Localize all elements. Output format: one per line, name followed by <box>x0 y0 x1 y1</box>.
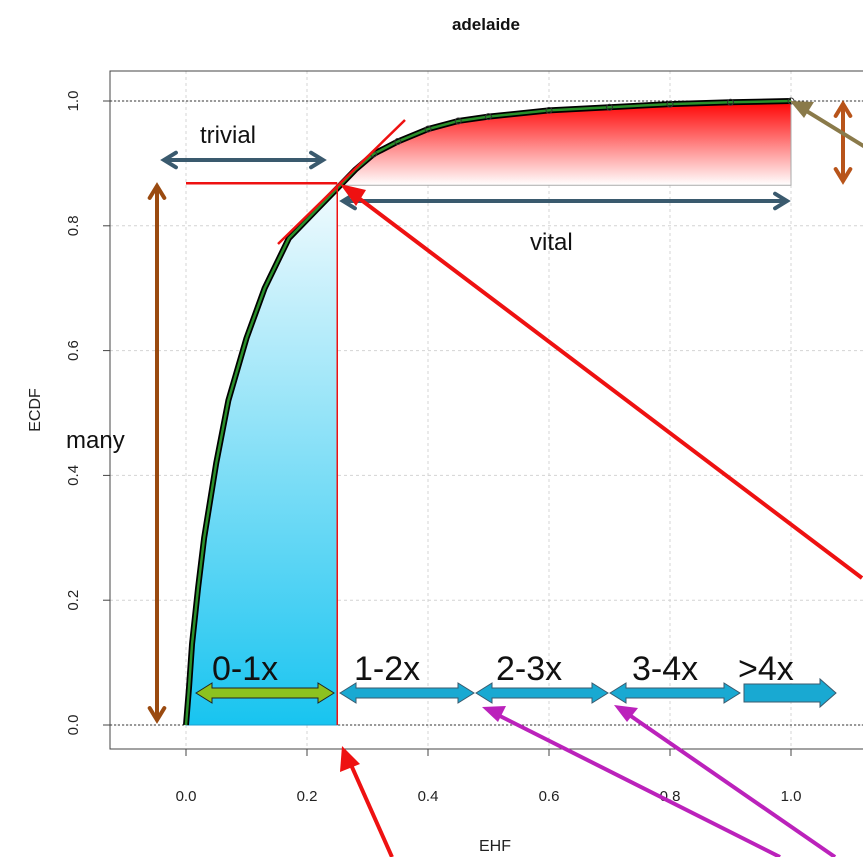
magenta-arrow-2-head <box>614 705 638 722</box>
y-tick-label: 0.4 <box>65 465 82 486</box>
red-bottom-arrow <box>346 757 394 857</box>
plot-frame <box>109 70 863 750</box>
x-tick-label: 0.2 <box>297 788 318 805</box>
bin-arrow-2-3x <box>475 682 609 704</box>
many-label: many <box>66 427 125 454</box>
few-arrow-head <box>833 167 853 185</box>
trivial-label: trivial <box>200 122 256 149</box>
data-point <box>394 138 402 146</box>
data-point <box>424 125 432 133</box>
bin-label-3-4x: 3-4x <box>632 650 698 688</box>
red-pointer-arrow <box>346 188 863 580</box>
annotation-overlays <box>147 100 863 857</box>
magenta-arrow-2 <box>623 710 837 857</box>
many-arrow-head <box>147 706 167 724</box>
olive-pointer-arrow <box>798 105 863 149</box>
trivial-area-fill <box>185 185 338 726</box>
x-tick-label: 0.0 <box>176 788 197 805</box>
trivial-arrow-head <box>309 150 327 170</box>
data-point <box>787 97 795 105</box>
many-arrow <box>147 182 167 724</box>
few-arrow-head <box>833 100 853 118</box>
data-point <box>454 117 462 125</box>
vital-arrow-head <box>773 191 791 211</box>
data-point <box>666 100 674 108</box>
vital-label: vital <box>530 229 573 256</box>
chart-title: adelaide <box>452 15 520 34</box>
bin-arrow-3-4x <box>609 682 741 704</box>
tangent-line <box>277 119 406 245</box>
magenta-arrow-1-head <box>482 706 506 722</box>
data-point <box>545 106 553 114</box>
bin-label-1-2x: 1-2x <box>354 650 420 688</box>
bin-label-2-3x: 2-3x <box>496 650 562 688</box>
area-fills <box>185 100 792 726</box>
vital-arrow <box>339 191 791 211</box>
trivial-arrow <box>160 150 327 170</box>
bin-arrow-gt4x <box>743 677 837 709</box>
x-tick-label: 0.4 <box>418 788 439 805</box>
y-tick-label: 0.8 <box>65 215 82 236</box>
magenta-arrow-1 <box>491 710 781 857</box>
y-tick-label: 0.2 <box>65 590 82 611</box>
red-pointer-arrow-head <box>340 184 366 206</box>
many-arrow-head <box>147 182 167 200</box>
y-tick-label: 0.0 <box>65 715 82 736</box>
trivial-arrow-head <box>160 150 178 170</box>
vital-area-fill <box>335 100 792 186</box>
y-axis: 0.0 0.2 0.4 0.6 0.8 1.0 <box>65 91 110 736</box>
y-axis-label: ECDF <box>27 388 44 432</box>
x-tick-label: 0.6 <box>539 788 560 805</box>
bin-label-gt4x: >4x <box>738 650 794 688</box>
x-tick-label: 1.0 <box>781 788 802 805</box>
olive-pointer-arrow-head <box>790 101 814 118</box>
y-tick-label: 1.0 <box>65 91 82 112</box>
data-point <box>485 113 492 121</box>
bin-label-0-1x: 0-1x <box>212 650 278 688</box>
bin-arrow-0-1x <box>195 682 335 704</box>
y-tick-label: 0.6 <box>65 340 82 361</box>
bin-arrow-1-2x <box>339 682 475 704</box>
few-arrow <box>833 100 853 185</box>
data-point <box>606 103 613 111</box>
data-point <box>727 98 734 106</box>
x-axis: 0.0 0.2 0.4 0.6 0.8 1.0 <box>176 749 802 805</box>
red-bottom-arrow-head <box>340 746 360 772</box>
x-axis-label: EHF <box>479 838 511 855</box>
